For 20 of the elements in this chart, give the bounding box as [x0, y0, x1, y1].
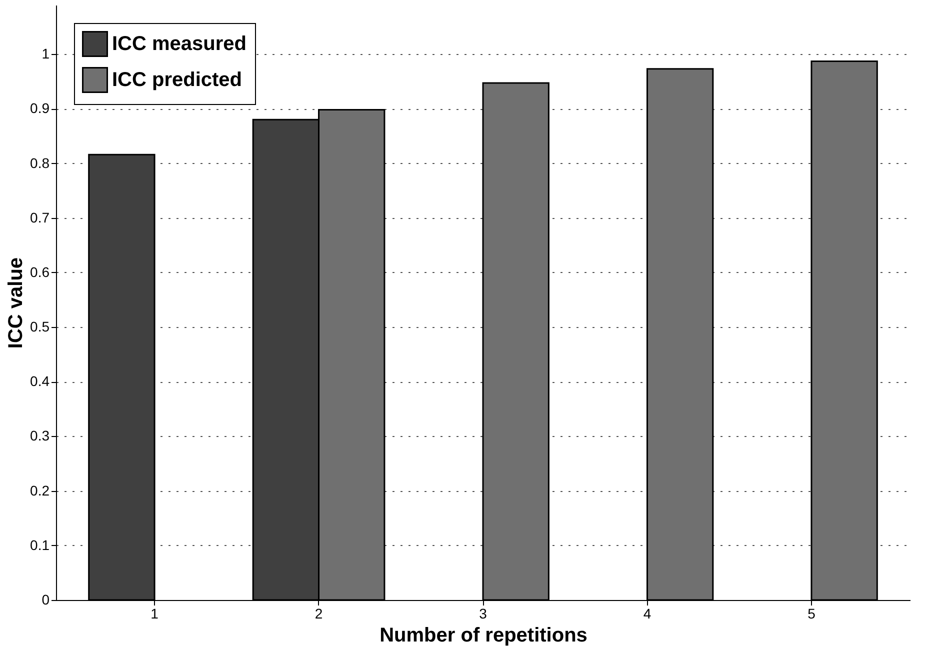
y-tick-label: 0.3: [30, 428, 50, 444]
x-tick-label: 2: [314, 606, 323, 622]
x-axis-title: Number of repetitions: [380, 624, 588, 646]
y-axis-title: ICC value: [5, 257, 28, 349]
x-tick-label: 3: [479, 606, 488, 622]
y-tick-label: 1: [42, 46, 50, 62]
y-tick-label: 0.1: [30, 536, 50, 553]
y-tick-label: 0.9: [30, 100, 50, 116]
y-tick-label: 0.8: [30, 154, 50, 171]
y-tick-label: 0.4: [30, 373, 50, 390]
y-tick-label: 0.7: [30, 209, 50, 226]
y-tick-label: 0.5: [30, 318, 50, 335]
legend-label: ICC predicted: [112, 69, 242, 91]
y-tick-label: 0: [42, 592, 50, 608]
x-tick-label: 5: [808, 606, 816, 622]
y-tick-label: 0.6: [30, 264, 50, 280]
legend-label: ICC measured: [112, 33, 246, 55]
x-tick-label: 1: [150, 606, 159, 622]
y-tick-label: 0.2: [30, 482, 50, 498]
x-tick-label: 4: [643, 606, 652, 622]
